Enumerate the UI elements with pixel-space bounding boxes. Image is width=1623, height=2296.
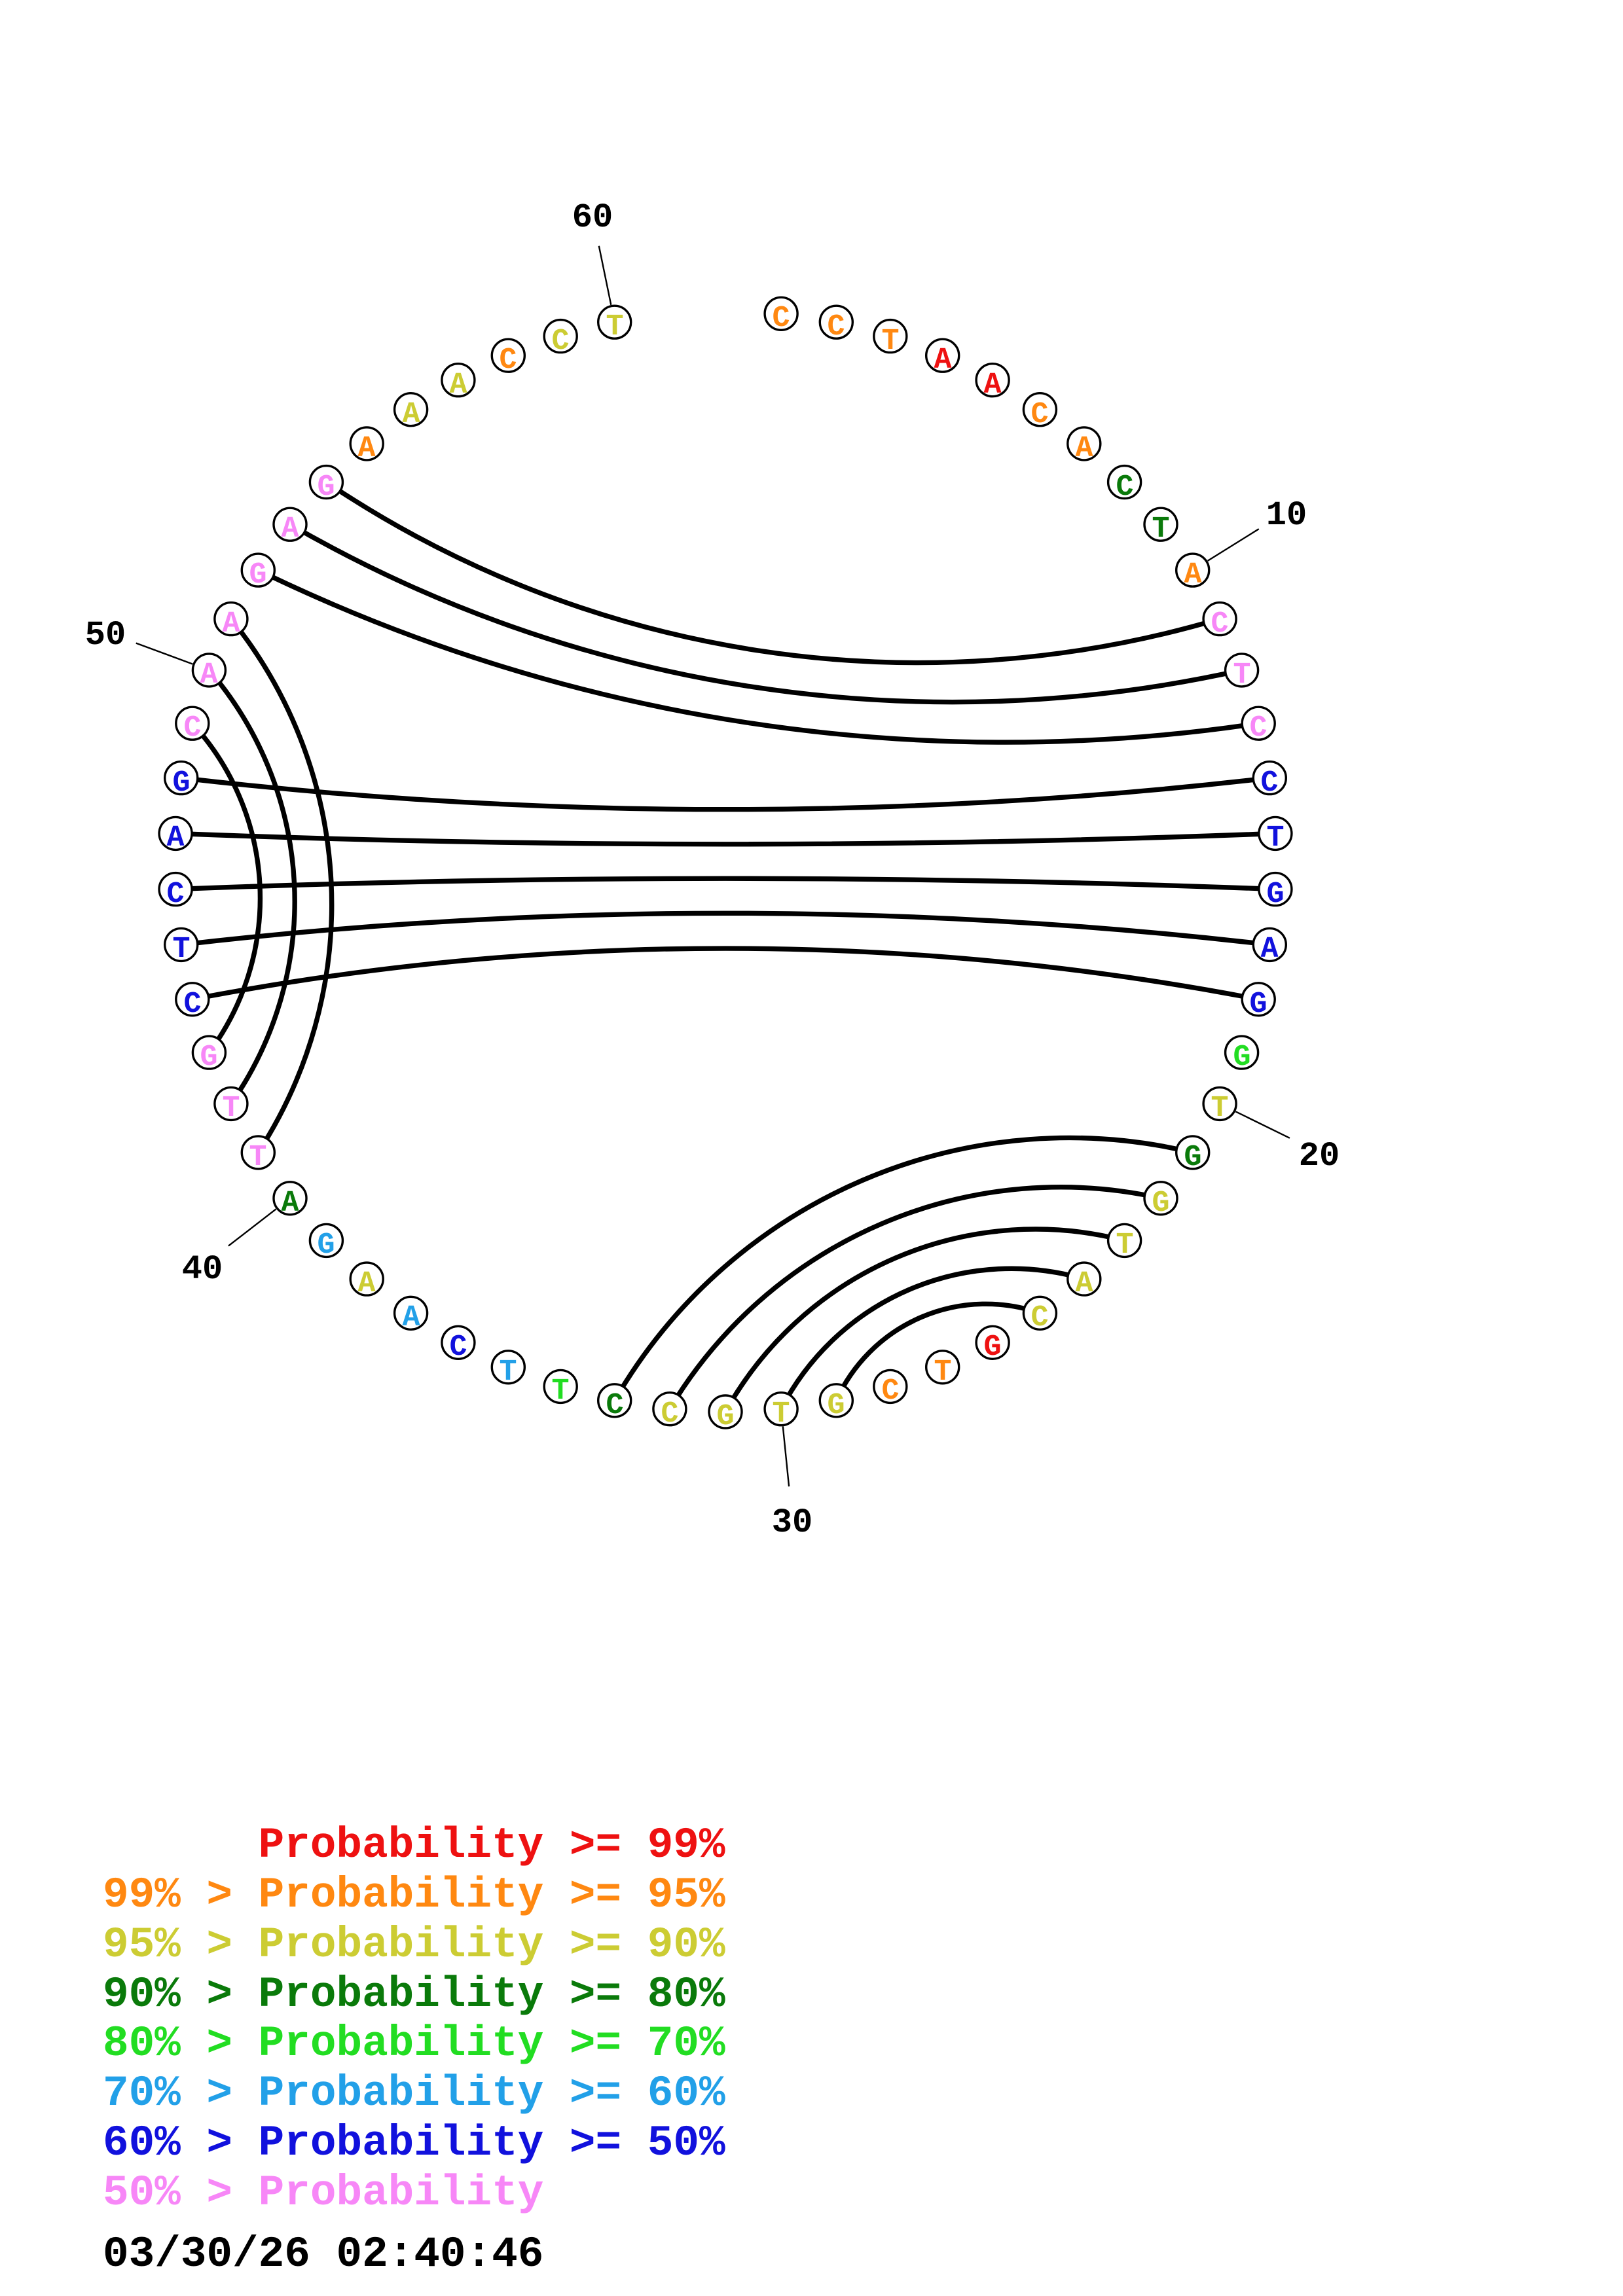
svg-text:A: A <box>200 658 217 692</box>
svg-text:A: A <box>357 432 375 465</box>
svg-text:T: T <box>1211 1092 1228 1125</box>
svg-text:G: G <box>317 471 335 504</box>
svg-text:A: A <box>166 821 184 855</box>
svg-text:G: G <box>827 1389 845 1422</box>
svg-text:G: G <box>1184 1141 1201 1174</box>
svg-text:A: A <box>281 512 299 546</box>
svg-text:C: C <box>1030 1301 1048 1335</box>
svg-text:G: G <box>1266 878 1284 911</box>
svg-text:C: C <box>183 711 201 745</box>
svg-text:G: G <box>200 1041 217 1074</box>
svg-text:99% > Probability >= 95%: 99% > Probability >= 95% <box>103 1871 725 1920</box>
svg-text:A: A <box>983 368 1001 402</box>
svg-text:C: C <box>1260 766 1278 800</box>
svg-text:C: C <box>183 988 201 1021</box>
svg-text:90% > Probability >= 80%: 90% > Probability >= 80% <box>103 1970 725 2019</box>
svg-text:A: A <box>934 344 951 377</box>
svg-text:G: G <box>716 1400 734 1433</box>
svg-text:70% > Probability >= 60%: 70% > Probability >= 60% <box>103 2069 725 2118</box>
svg-text:T: T <box>606 310 623 344</box>
svg-text:G: G <box>249 558 266 592</box>
svg-text:T: T <box>551 1374 569 1408</box>
svg-text:60: 60 <box>572 198 613 237</box>
svg-text:A: A <box>402 1301 420 1335</box>
svg-text:A: A <box>357 1267 375 1300</box>
svg-text:C: C <box>1249 711 1267 745</box>
svg-text:T: T <box>222 1092 240 1125</box>
svg-text:T: T <box>1152 512 1169 546</box>
svg-text:C: C <box>499 344 517 377</box>
svg-text:C: C <box>1211 607 1228 641</box>
svg-text:50: 50 <box>85 616 126 655</box>
svg-text:03/30/26 02:40:46: 03/30/26 02:40:46 <box>103 2230 543 2279</box>
svg-text:Probability >= 99%: Probability >= 99% <box>259 1821 725 1870</box>
svg-text:T: T <box>499 1355 517 1389</box>
svg-text:G: G <box>1249 988 1267 1021</box>
svg-text:A: A <box>222 607 240 641</box>
svg-text:95% > Probability >= 90%: 95% > Probability >= 90% <box>103 1920 725 1969</box>
svg-text:T: T <box>1116 1229 1133 1262</box>
svg-text:A: A <box>1075 432 1093 465</box>
svg-text:A: A <box>402 398 420 431</box>
svg-text:C: C <box>881 1374 899 1408</box>
svg-text:A: A <box>1075 1267 1093 1300</box>
svg-text:80% > Probability >= 70%: 80% > Probability >= 70% <box>103 2019 725 2068</box>
svg-text:C: C <box>827 310 845 344</box>
svg-text:C: C <box>166 878 184 911</box>
svg-text:A: A <box>449 368 467 402</box>
svg-text:T: T <box>934 1355 951 1389</box>
svg-text:C: C <box>449 1331 467 1364</box>
svg-text:A: A <box>281 1187 299 1220</box>
svg-text:60% > Probability >= 50%: 60% > Probability >= 50% <box>103 2119 725 2168</box>
svg-text:30: 30 <box>772 1503 812 1542</box>
svg-text:T: T <box>1266 821 1284 855</box>
svg-text:G: G <box>983 1331 1001 1364</box>
svg-text:C: C <box>1116 471 1133 504</box>
svg-text:A: A <box>1184 558 1201 592</box>
svg-text:C: C <box>606 1389 623 1422</box>
svg-text:G: G <box>317 1229 335 1262</box>
svg-text:T: T <box>249 1141 266 1174</box>
svg-text:C: C <box>551 325 569 358</box>
svg-text:40: 40 <box>182 1250 223 1289</box>
svg-text:T: T <box>172 933 190 966</box>
svg-text:G: G <box>1152 1187 1169 1220</box>
svg-text:G: G <box>172 766 190 800</box>
svg-text:20: 20 <box>1299 1137 1340 1175</box>
svg-text:A: A <box>1260 933 1278 966</box>
svg-text:T: T <box>1233 658 1250 692</box>
svg-text:50% > Probability: 50% > Probability <box>103 2168 543 2217</box>
svg-text:C: C <box>1030 398 1048 431</box>
svg-text:T: T <box>772 1397 790 1431</box>
svg-text:C: C <box>661 1397 678 1431</box>
svg-text:10: 10 <box>1266 496 1307 535</box>
svg-text:C: C <box>772 302 790 335</box>
svg-text:G: G <box>1233 1041 1250 1074</box>
svg-text:T: T <box>881 325 899 358</box>
